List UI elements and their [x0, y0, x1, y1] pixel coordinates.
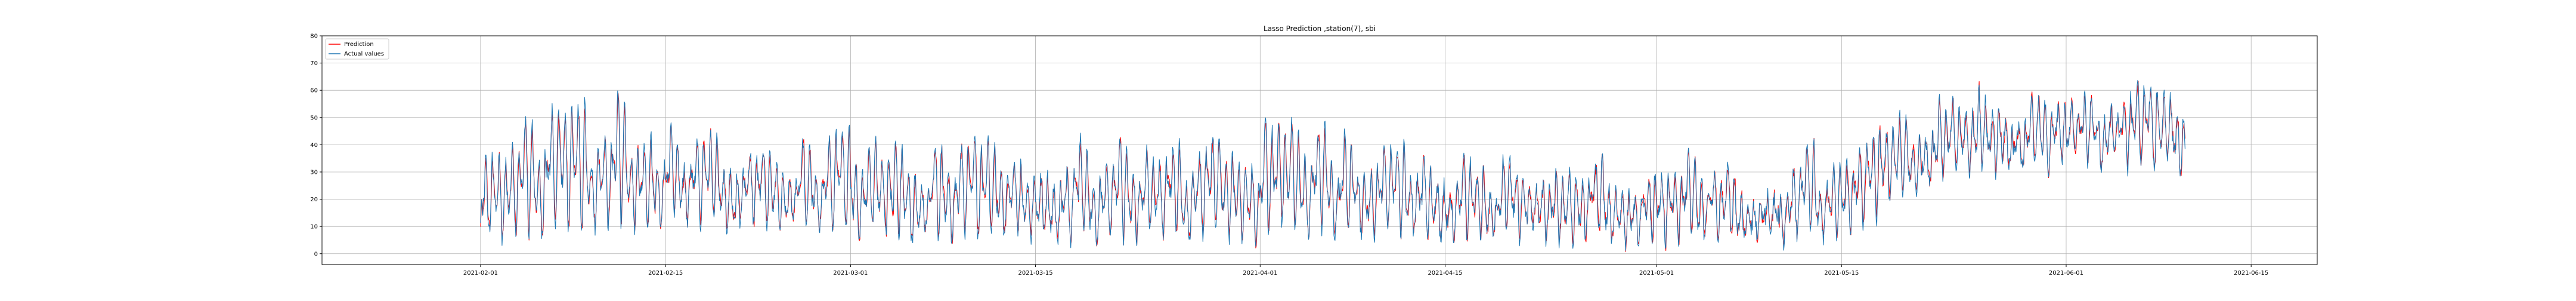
x-tick-label: 2021-03-15: [1018, 270, 1053, 277]
x-tick-label: 2021-06-01: [2049, 270, 2083, 277]
legend: Prediction Actual values: [325, 38, 389, 60]
x-axis: 2021-02-01 2021-02-15 2021-03-01 2021-03-15…: [463, 265, 2268, 277]
y-tick-label: 20: [310, 196, 318, 203]
x-tick-label: 2021-05-01: [1639, 270, 1674, 277]
x-tick-label: 2021-04-01: [1243, 270, 1277, 277]
x-tick-label: 2021-03-01: [833, 270, 868, 277]
y-tick-label: 60: [310, 88, 318, 94]
y-tick-label: 30: [310, 169, 318, 176]
y-tick-label: 0: [314, 251, 318, 257]
legend-label-prediction: Prediction: [344, 41, 374, 48]
series-layer: [480, 80, 2185, 252]
x-tick-label: 2021-02-15: [648, 270, 683, 277]
y-tick-label: 80: [310, 33, 318, 40]
x-tick-label: 2021-06-15: [2234, 270, 2268, 277]
legend-label-actual-values: Actual values: [344, 51, 384, 57]
y-tick-label: 70: [310, 60, 318, 67]
legend-frame: [325, 38, 389, 60]
x-tick-label: 2021-05-15: [1824, 270, 1859, 277]
plot-frame: [321, 35, 2318, 265]
x-tick-label: 2021-04-15: [1428, 270, 1462, 277]
series-line-actual-values: [480, 80, 2185, 251]
y-tick-label: 40: [310, 142, 318, 149]
y-tick-label: 10: [310, 224, 318, 231]
y-axis: 0 10 20 30 40 50 60 70 80: [310, 33, 322, 257]
y-tick-label: 50: [310, 115, 318, 121]
chart-title: Lasso Prediction ,station(7), sbi: [1264, 24, 1376, 33]
x-tick-label: 2021-02-01: [463, 270, 498, 277]
